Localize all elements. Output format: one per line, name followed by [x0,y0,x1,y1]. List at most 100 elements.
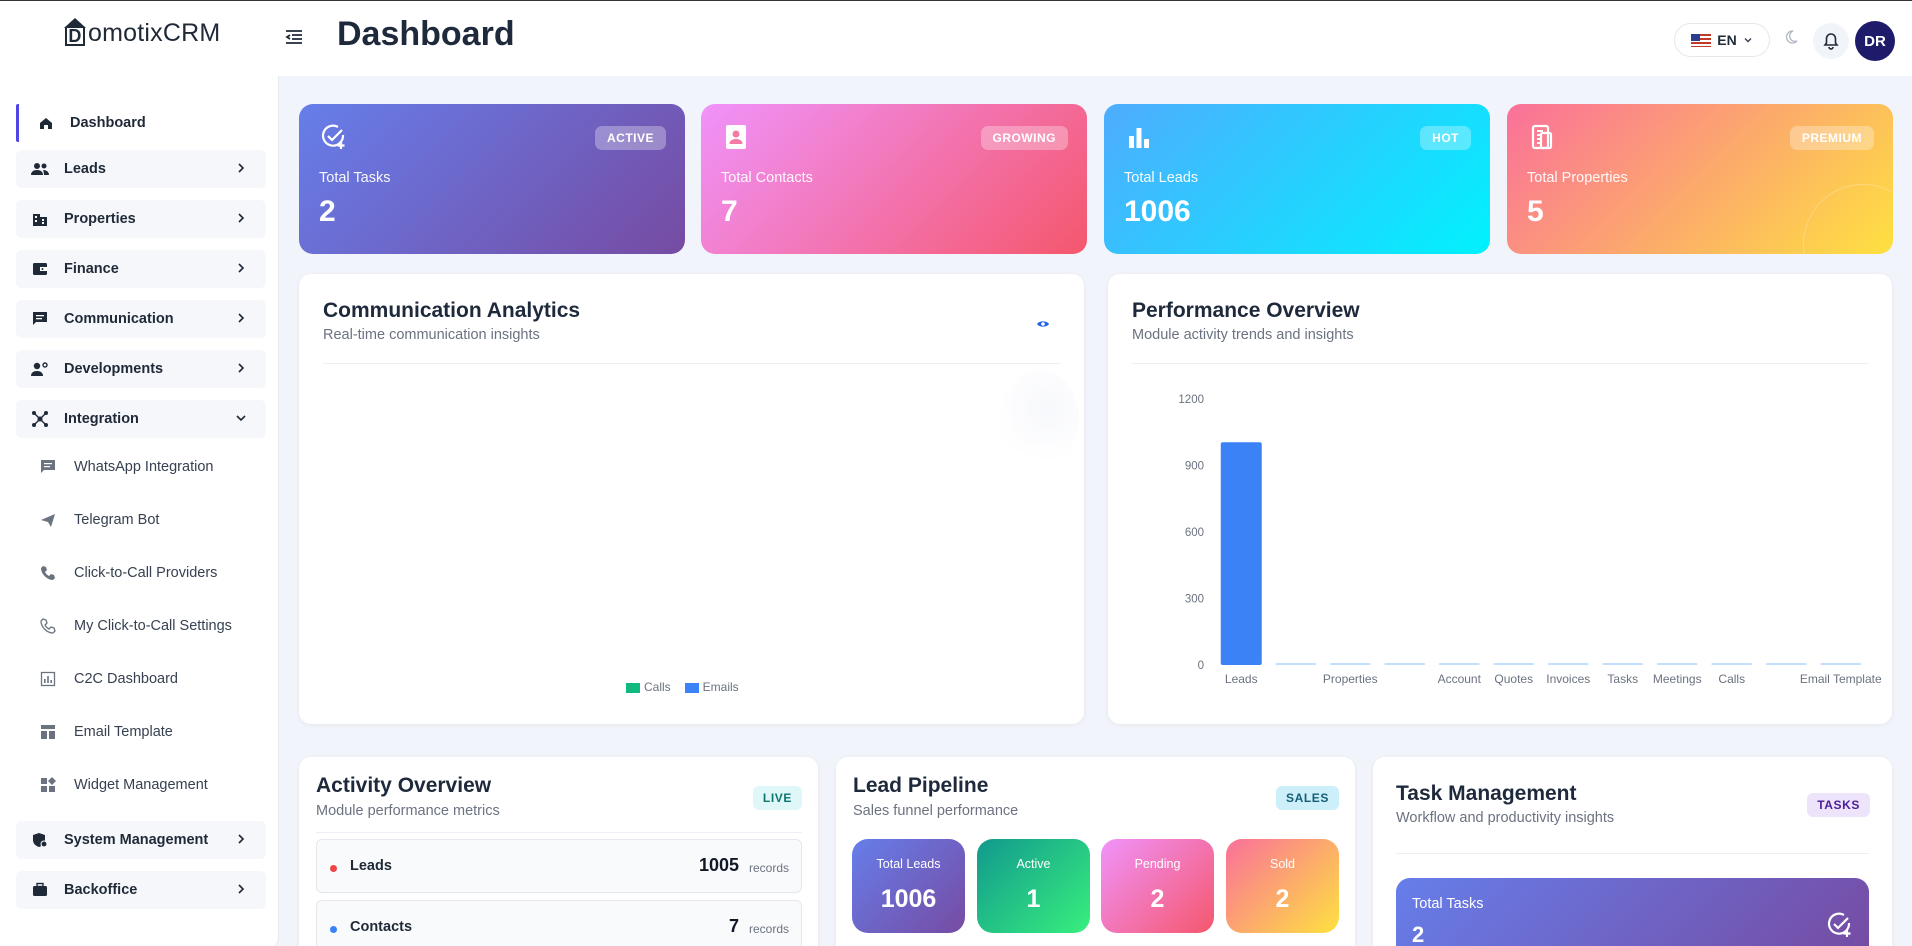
chevron-right-icon [238,884,245,894]
sidebar-subitem-c2c-dashboard[interactable]: C2C Dashboard [38,664,268,694]
sidebar-item-finance[interactable]: Finance [16,250,266,288]
message-icon [38,457,58,477]
activity-row-leads[interactable]: Leads 1005 records [316,839,802,893]
panel-subtitle: Workflow and productivity insights [1396,810,1615,826]
sidebar-subitem-widget-management[interactable]: Widget Management [38,770,268,800]
bar-calls[interactable] [1711,663,1753,665]
sidebar-subitem-label: WhatsApp Integration [74,459,214,475]
sales-badge: SALES [1275,786,1339,810]
panel-title: Task Management [1396,782,1577,805]
send-icon [38,510,58,530]
sidebar-subitem-click-to-call-providers[interactable]: Click-to-Call Providers [38,558,268,588]
bar-account[interactable] [1438,663,1480,665]
developer-icon [30,359,50,379]
sidebar-item-developments[interactable]: Developments [16,350,266,388]
pipeline-stage-pending[interactable]: Pending 2 [1101,839,1214,933]
stat-card-total-tasks[interactable]: ACTIVE Total Tasks 2 [299,104,685,254]
x-tick-label: Calls [1718,672,1745,686]
bar-contacts[interactable] [1275,663,1317,665]
menu-toggle-icon[interactable] [283,26,305,48]
task-check-icon [319,122,349,152]
sidebar-item-label: Backoffice [64,882,138,898]
language-code: EN [1717,32,1737,48]
legend-swatch [626,682,640,693]
bar-invoices[interactable] [1547,663,1589,665]
widgets-icon [38,775,58,795]
sidebar-subitem-label: Click-to-Call Providers [74,565,218,581]
sidebar-item-integration[interactable]: Integration [16,400,266,438]
bar-email-template[interactable] [1820,663,1862,665]
task-check-icon [1825,910,1855,940]
sidebar-item-system-management[interactable]: System Management [16,821,266,859]
stat-card-total-leads[interactable]: HOT Total Leads 1006 [1104,104,1490,254]
stage-value: 2 [1150,885,1165,913]
sidebar-subitem-label: Email Template [74,724,173,740]
sidebar-item-communication[interactable]: Communication [16,300,266,338]
sidebar-subitem-email-template[interactable]: Email Template [38,717,268,747]
avatar[interactable]: DR [1855,21,1895,61]
moon-icon[interactable] [1783,29,1803,49]
chevron-right-icon [238,834,245,844]
decorative-circle [1803,184,1893,254]
stage-label: Active [1016,857,1051,871]
sidebar-item-backoffice[interactable]: Backoffice [16,871,266,909]
panel-title: Lead Pipeline [853,774,989,797]
legend-item-calls: Calls [626,680,671,694]
sidebar-item-leads[interactable]: Leads [16,150,266,188]
sidebar-subitem-my-click-to-call-settings[interactable]: My Click-to-Call Settings [38,611,268,641]
chevron-right-icon [238,313,245,323]
pipeline-stage-total-leads[interactable]: Total Leads 1006 [852,839,965,933]
status-badge: PREMIUM [1789,126,1874,150]
divider [1396,853,1869,854]
phone-settings-icon [38,616,58,636]
eye-icon[interactable] [1036,316,1050,327]
stat-value: 1006 [1124,195,1191,228]
stat-card-total-contacts[interactable]: GROWING Total Contacts 7 [701,104,1087,254]
sidebar-item-label: System Management [64,832,209,848]
stage-label: Pending [1134,857,1181,871]
app-logo[interactable]: D omotixCRM [62,18,220,48]
bar-quotes[interactable] [1493,663,1535,665]
sidebar-subitem-telegram-bot[interactable]: Telegram Bot [38,505,268,535]
row-value: 1005 [698,855,739,875]
chevron-right-icon [238,263,245,273]
panel-subtitle: Module performance metrics [316,803,500,819]
sidebar-subitem-whatsapp-integration[interactable]: WhatsApp Integration [38,452,268,482]
communication-analytics-panel: Communication Analytics Real-time commun… [299,274,1084,724]
chat-icon [30,309,50,329]
house-logo-icon: D [62,18,88,48]
stat-label: Total Contacts [721,170,813,186]
bar-emails[interactable] [1765,663,1807,665]
language-selector[interactable]: EN [1674,23,1770,57]
wallet-icon [30,259,50,279]
task-summary-card[interactable]: Total Tasks 2 [1396,878,1869,946]
sidebar-item-label: Properties [64,211,136,227]
notification-bell-icon[interactable] [1813,23,1849,59]
sidebar-subitem-label: My Click-to-Call Settings [74,618,232,634]
stat-card-total-properties[interactable]: PREMIUM Total Properties 5 [1507,104,1893,254]
bar-leads[interactable] [1220,442,1262,665]
pipeline-stage-active[interactable]: Active 1 [977,839,1090,933]
bar-properties[interactable] [1329,663,1371,665]
bar-deals[interactable] [1384,663,1426,665]
top-header: D omotixCRM Dashboard EN DR [0,0,1912,76]
panel-title: Performance Overview [1132,299,1360,322]
panel-subtitle: Real-time communication insights [323,327,540,343]
stage-label: Sold [1269,857,1296,871]
panel-title: Communication Analytics [323,299,581,322]
y-tick-label: 300 [1185,594,1204,606]
logo-text: omotixCRM [88,18,221,47]
sidebar-item-properties[interactable]: Properties [16,200,266,238]
bar-meetings[interactable] [1656,663,1698,665]
row-unit: records [748,922,789,936]
chevron-down-icon [236,415,246,422]
x-tick-label: Meetings [1653,672,1702,686]
stat-label: Total Tasks [319,170,391,186]
activity-row-contacts[interactable]: Contacts 7 records [316,900,802,946]
bar-tasks[interactable] [1602,663,1644,665]
legend-item-emails: Emails [684,680,739,694]
sidebar-item-dashboard[interactable]: Dashboard [16,104,266,142]
status-badge: ACTIVE [594,126,666,150]
x-tick-label: Leads [1225,672,1258,686]
pipeline-stage-sold[interactable]: Sold 2 [1226,839,1339,933]
